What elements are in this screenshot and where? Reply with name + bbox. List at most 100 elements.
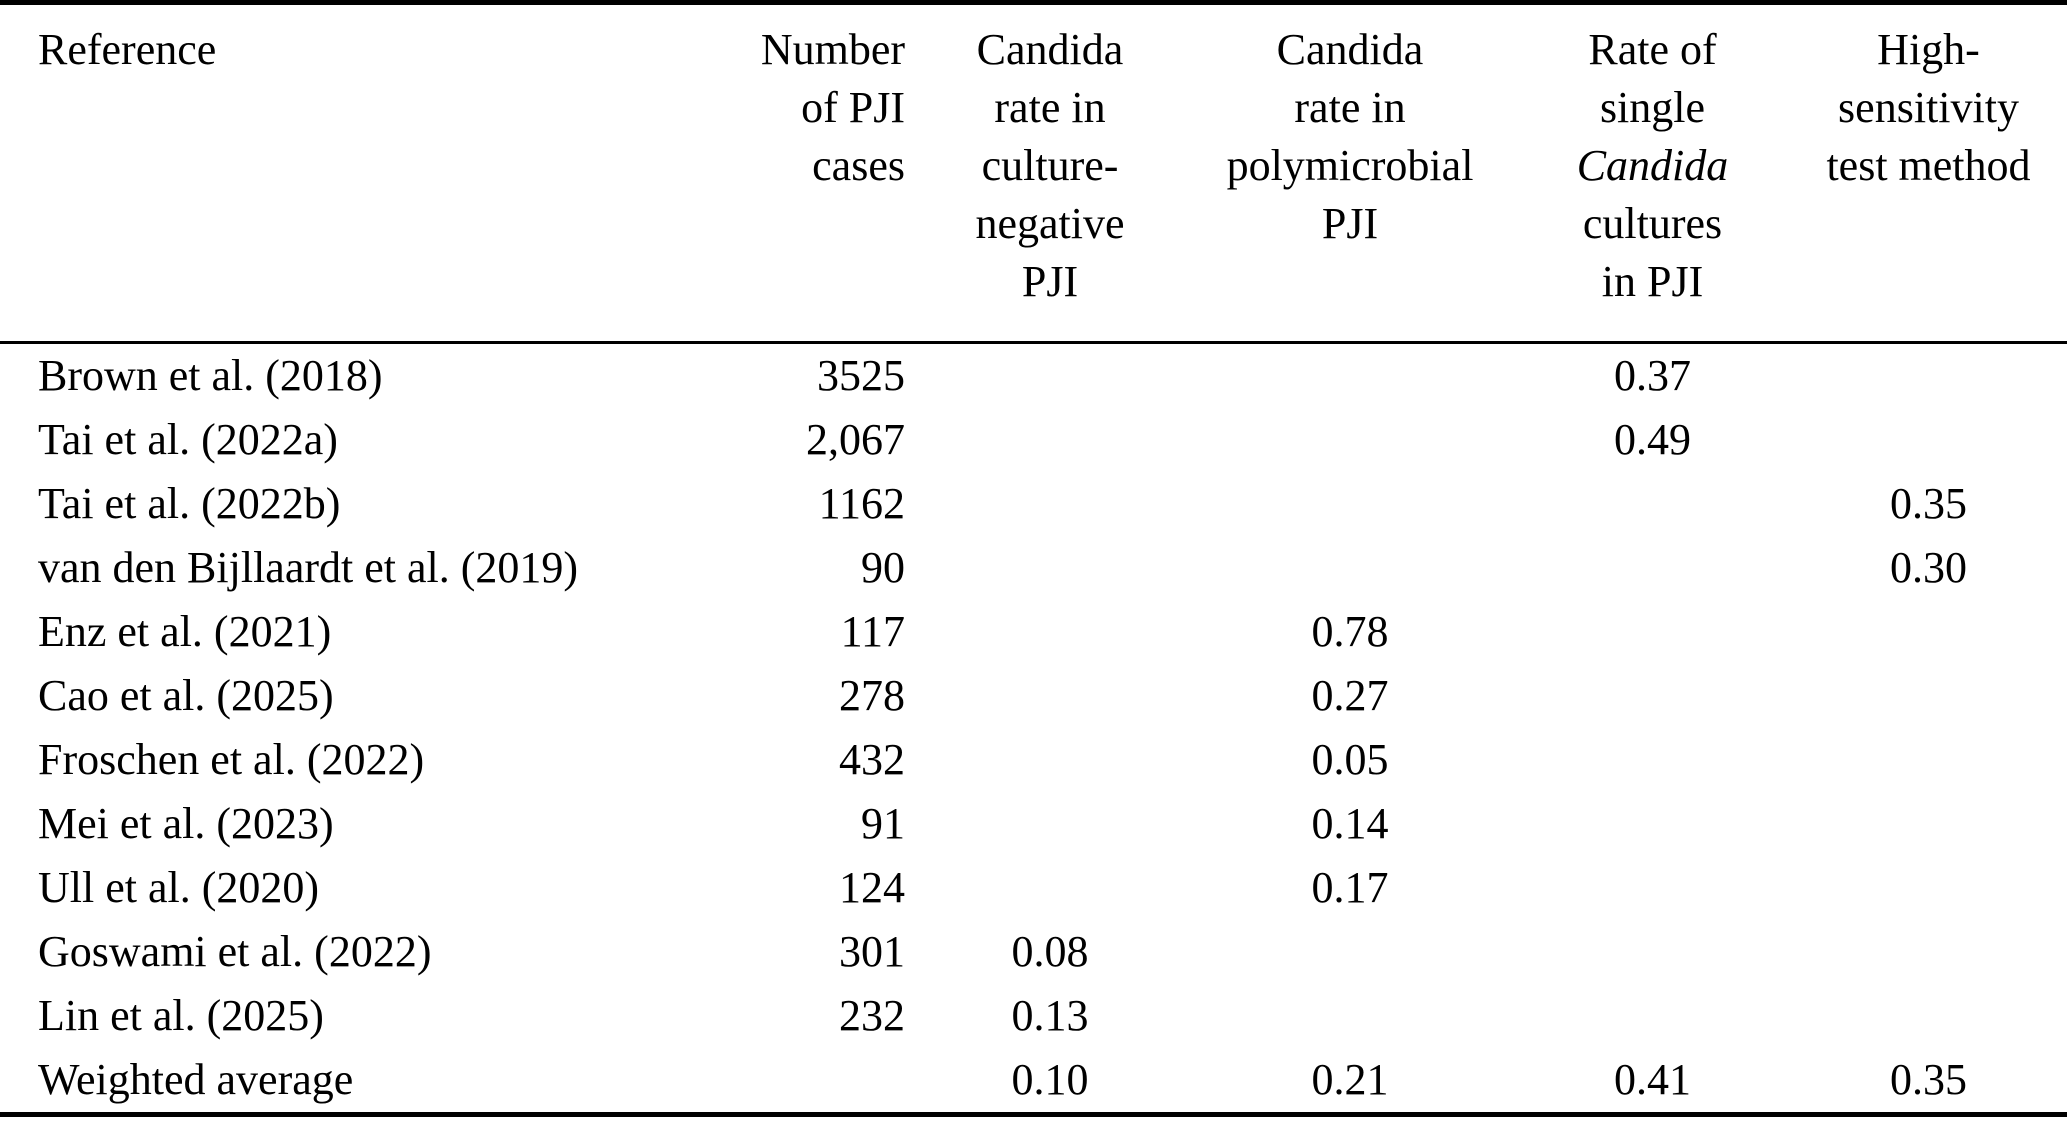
cell-reference: Froschen et al. (2022) <box>38 735 425 784</box>
table-row: Tai et al. (2022a) 2,067 0.49 <box>0 408 2067 472</box>
column-header-single-candida: Rate of single Candida cultures in PJI <box>1505 3 1800 343</box>
cell-polymicrobial: 0.05 <box>1311 735 1389 784</box>
column-header-reference: Reference <box>0 3 718 343</box>
cell-culture-negative <box>905 600 1195 664</box>
column-header-line: negative <box>975 199 1125 248</box>
cell-pji-cases: 1162 <box>818 479 905 528</box>
column-header-line: sensitivity <box>1838 83 2019 132</box>
table-row: Lin et al. (2025) 232 0.13 <box>0 984 2067 1048</box>
cell-single-candida <box>1505 536 1800 600</box>
cell-polymicrobial: 0.21 <box>1311 1055 1389 1104</box>
column-header-high-sensitivity: High-sensitivity test method <box>1800 3 2067 343</box>
cell-high-sensitivity <box>1800 408 2067 472</box>
cell-culture-negative <box>905 856 1195 920</box>
cell-single-candida <box>1505 664 1800 728</box>
column-header-line: cases <box>812 141 905 190</box>
cell-polymicrobial: 0.27 <box>1311 671 1389 720</box>
cell-pji-cases: 232 <box>839 991 905 1040</box>
cell-single-candida <box>1505 472 1800 536</box>
column-header-line: Reference <box>38 25 217 74</box>
cell-polymicrobial <box>1195 472 1505 536</box>
cell-high-sensitivity <box>1800 600 2067 664</box>
column-header-pji-cases: Number of PJI cases <box>718 3 905 343</box>
column-header-line: Rate of <box>1588 25 1717 74</box>
cell-single-candida <box>1505 856 1800 920</box>
cell-pji-cases <box>718 1048 905 1115</box>
table-row: Brown et al. (2018) 3525 0.37 <box>0 343 2067 409</box>
column-header-culture-negative: Candida rate in culture-negative PJI <box>905 3 1195 343</box>
cell-polymicrobial: 0.78 <box>1311 607 1389 656</box>
table-row: Froschen et al. (2022) 432 0.05 <box>0 728 2067 792</box>
table-row: Enz et al. (2021) 117 0.78 <box>0 600 2067 664</box>
column-header-line: PJI <box>1321 199 1379 248</box>
column-header-line: culture- <box>981 141 1119 190</box>
cell-culture-negative <box>905 343 1195 409</box>
cell-culture-negative: 0.08 <box>1011 927 1089 976</box>
column-header-line: PJI <box>1021 257 1079 306</box>
cell-pji-cases: 117 <box>840 607 905 656</box>
cell-pji-cases: 91 <box>861 799 905 848</box>
cell-polymicrobial <box>1195 343 1505 409</box>
cell-culture-negative: 0.13 <box>1011 991 1089 1040</box>
cell-polymicrobial: 0.14 <box>1311 799 1389 848</box>
cell-single-candida: 0.37 <box>1614 351 1691 400</box>
column-header-line: polymicrobial <box>1226 141 1474 190</box>
cell-high-sensitivity: 0.35 <box>1890 479 1967 528</box>
column-header-line: rate in <box>1294 83 1406 132</box>
column-header-line: rate in <box>994 83 1106 132</box>
column-header-line: Candida <box>1276 25 1424 74</box>
table-header: Reference Number of PJI cases Candida rate in… <box>0 3 2067 343</box>
column-header-line: of PJI <box>801 83 905 132</box>
cell-reference: Tai et al. (2022b) <box>38 479 341 528</box>
column-header-polymicrobial: Candida rate in polymicrobial PJI <box>1195 3 1505 343</box>
table-row: Tai et al. (2022b) 1162 0.35 <box>0 472 2067 536</box>
cell-reference: Brown et al. (2018) <box>38 351 383 400</box>
column-header-line: Number <box>760 25 905 74</box>
table-row: Cao et al. (2025) 278 0.27 <box>0 664 2067 728</box>
column-header-line: High- <box>1877 25 1980 74</box>
table-body: Brown et al. (2018) 3525 0.37 Tai et al. (2… <box>0 343 2067 1115</box>
cell-pji-cases: 278 <box>839 671 905 720</box>
table-row: Goswami et al. (2022) 301 0.08 <box>0 920 2067 984</box>
cell-culture-negative: 0.10 <box>1011 1055 1089 1104</box>
cell-single-candida <box>1505 600 1800 664</box>
column-header-line: Candida <box>976 25 1124 74</box>
cell-high-sensitivity: 0.30 <box>1890 543 1967 592</box>
cell-high-sensitivity <box>1800 792 2067 856</box>
table-row: Mei et al. (2023) 91 0.14 <box>0 792 2067 856</box>
cell-high-sensitivity <box>1800 856 2067 920</box>
cell-culture-negative <box>905 472 1195 536</box>
cell-polymicrobial <box>1195 408 1505 472</box>
cell-polymicrobial <box>1195 984 1505 1048</box>
table-row: Ull et al. (2020) 124 0.17 <box>0 856 2067 920</box>
cell-polymicrobial: 0.17 <box>1311 863 1389 912</box>
cell-culture-negative <box>905 792 1195 856</box>
cell-single-candida <box>1505 728 1800 792</box>
column-header-line: cultures <box>1582 199 1723 248</box>
cell-culture-negative <box>905 728 1195 792</box>
cell-reference: Tai et al. (2022a) <box>38 415 338 464</box>
cell-single-candida: 0.49 <box>1614 415 1691 464</box>
cell-pji-cases: 3525 <box>817 351 905 400</box>
cell-high-sensitivity: 0.35 <box>1890 1055 1967 1104</box>
cell-pji-cases: 432 <box>839 735 905 784</box>
table-row: Weighted average 0.10 0.21 0.41 0.35 <box>0 1048 2067 1115</box>
column-header-line: Candida <box>1576 141 1729 190</box>
cell-pji-cases: 124 <box>839 863 905 912</box>
table-row: van den Bijllaardt et al. (2019) 90 0.30 <box>0 536 2067 600</box>
cell-pji-cases: 90 <box>861 543 905 592</box>
cell-high-sensitivity <box>1800 984 2067 1048</box>
cell-high-sensitivity <box>1800 664 2067 728</box>
cell-pji-cases: 2,067 <box>806 415 905 464</box>
cell-single-candida <box>1505 792 1800 856</box>
cell-reference: Weighted average <box>38 1055 354 1104</box>
cell-high-sensitivity <box>1800 343 2067 409</box>
cell-reference: Lin et al. (2025) <box>38 991 324 1040</box>
cell-high-sensitivity <box>1800 728 2067 792</box>
column-header-line: test method <box>1826 141 2031 190</box>
column-header-line: single <box>1599 83 1706 132</box>
cell-pji-cases: 301 <box>839 927 905 976</box>
cell-single-candida <box>1505 984 1800 1048</box>
cell-culture-negative <box>905 536 1195 600</box>
